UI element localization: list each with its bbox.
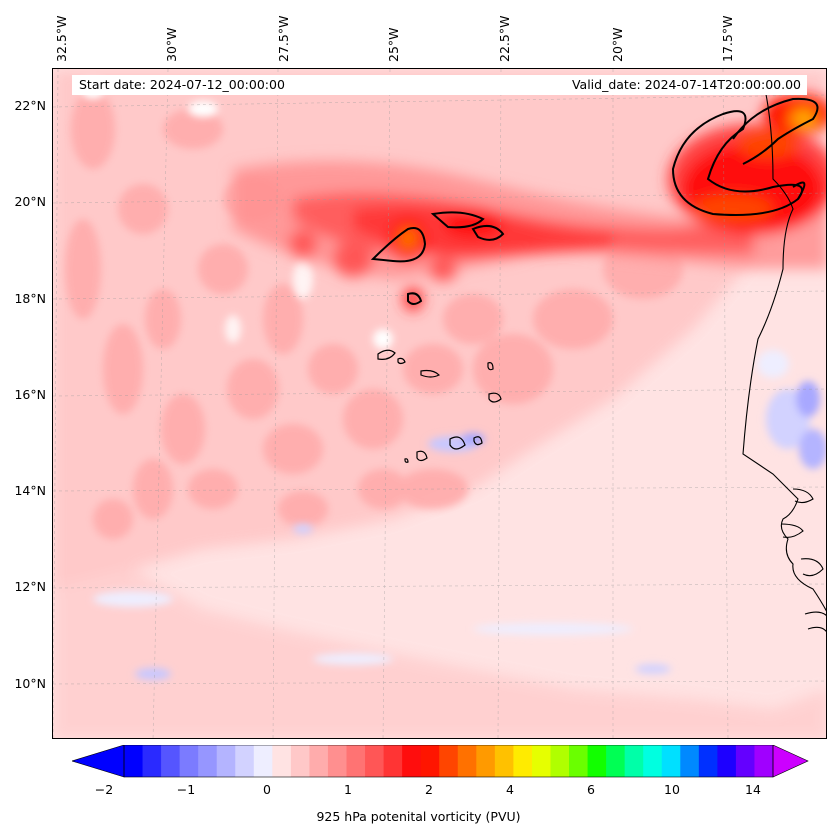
colorbar-tick-label: 4 (506, 782, 514, 797)
colorbar-over-arrow (772, 745, 809, 778)
lat-label: 18°N (14, 291, 46, 306)
colorbar-cell (161, 745, 181, 777)
colorbar-cell (124, 745, 144, 777)
colorbar-cell (198, 745, 218, 777)
lon-label: 25°W (386, 27, 401, 62)
colorbar-cell (365, 745, 385, 777)
colorbar-cell (735, 745, 755, 777)
lon-label: 20°W (610, 27, 625, 62)
colorbar-cell (439, 745, 459, 777)
colorbar-cell (346, 745, 366, 777)
pv-field-high (233, 94, 826, 311)
colorbar-cell (550, 745, 570, 777)
colorbar-cell (587, 745, 607, 777)
colorbar-tick-label: 14 (745, 782, 761, 797)
colorbar-cell (754, 745, 774, 777)
colorbar-cell (272, 745, 292, 777)
colorbar-cell (253, 745, 273, 777)
colorbar-cell (698, 745, 718, 777)
start-date-label: Start date: 2024-07-12_00:00:00 (79, 77, 285, 92)
colorbar-tick-label: 1 (344, 782, 352, 797)
colorbar-outline (123, 745, 774, 778)
colorbar-cell (717, 745, 737, 777)
colorbar-cell (290, 745, 310, 777)
colorbar-cell (606, 745, 626, 777)
colorbar-cell (624, 745, 644, 777)
colorbar-cell (327, 745, 348, 777)
colorbar-cell (457, 745, 477, 777)
colorbar-title: 925 hPa potenital vorticity (PVU) (316, 809, 521, 824)
colorbar-cell (216, 745, 236, 777)
colorbar-cell (142, 745, 162, 777)
colorbar-tick-label: −1 (176, 782, 196, 797)
pv-contours (370, 97, 819, 305)
colorbar-cell (476, 745, 496, 777)
lat-label: 12°N (14, 579, 46, 594)
colorbar-cell (420, 745, 440, 777)
colorbar-cell (513, 745, 533, 777)
colorbar-cell (402, 745, 422, 777)
colorbar-tick-label: 2 (425, 782, 433, 797)
graticule (53, 69, 826, 738)
lon-label: 30°W (164, 27, 179, 62)
colorbar-cell (680, 745, 700, 777)
lat-label: 16°N (14, 387, 46, 402)
lon-label: 32.5°W (54, 15, 69, 62)
colorbar-cell (569, 745, 589, 777)
colorbar-cells (124, 745, 774, 777)
pv-field-map (53, 69, 826, 738)
lat-label: 20°N (14, 194, 46, 209)
lon-label: 22.5°W (497, 15, 512, 62)
cape-verde-islands (377, 349, 502, 463)
colorbar-cell (235, 745, 255, 777)
colorbar-cell (383, 745, 403, 777)
colorbar-cell (309, 745, 329, 777)
lat-label: 14°N (14, 483, 46, 498)
colorbar-cell (661, 745, 681, 777)
lon-label: 27.5°W (276, 15, 291, 62)
colorbar-cell (531, 745, 551, 777)
coastline-africa (742, 88, 826, 632)
lat-label: 22°N (14, 98, 46, 113)
colorbar-under-arrow (72, 745, 125, 778)
colorbar-tick-label: 10 (664, 782, 680, 797)
colorbar-cell (179, 745, 199, 777)
colorbar-tick-label: 0 (263, 782, 271, 797)
colorbar (72, 745, 809, 778)
header-band (72, 75, 807, 95)
colorbar-tick-label: −2 (94, 782, 114, 797)
map-panel[interactable] (52, 68, 827, 739)
colorbar-tick-label: 6 (587, 782, 595, 797)
lon-label: 17.5°W (720, 15, 735, 62)
colorbar-cell (494, 745, 514, 777)
colorbar-cell (643, 745, 663, 777)
lat-label: 10°N (14, 676, 46, 691)
valid-date-label: Valid_date: 2024-07-14T20:00:00.00 (571, 77, 801, 92)
